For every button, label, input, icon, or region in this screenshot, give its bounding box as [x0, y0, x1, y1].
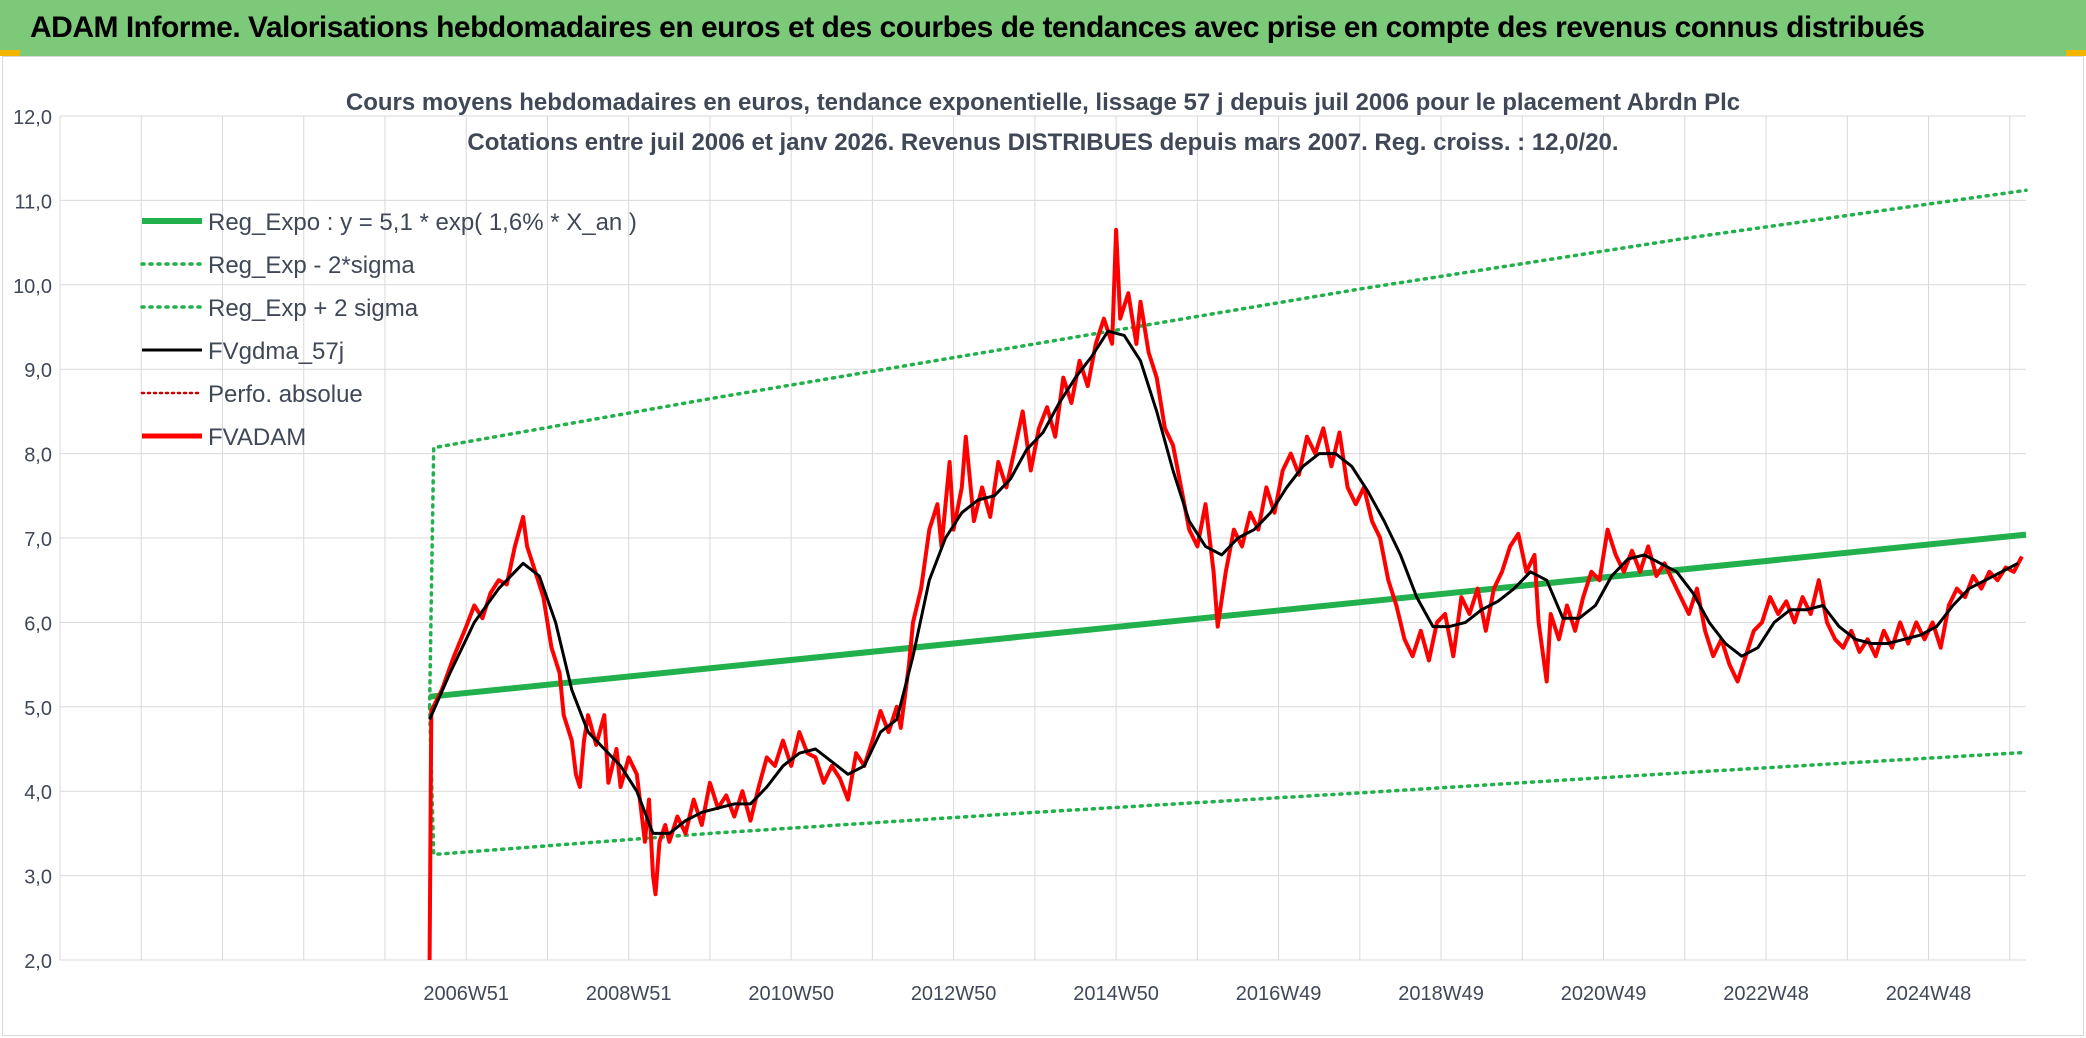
- series-line-sigma_minus: [427, 705, 2028, 857]
- x-tick-label: 2008W51: [586, 983, 672, 1005]
- x-tick-label: 2010W50: [748, 983, 834, 1005]
- legend: Reg_Expo : y = 5,1 * exp( 1,6% * X_an ) R…: [140, 209, 637, 451]
- chart-frame: [2, 56, 2084, 1036]
- y-tick-label: 2,0: [24, 951, 52, 973]
- series-line-sigma_plus: [427, 188, 2028, 709]
- y-tick-label: 3,0: [24, 867, 52, 889]
- x-tick-label: 2018W49: [1398, 983, 1484, 1005]
- series-line-fvadam: [427, 227, 2024, 961]
- report-banner-title: ADAM Informe. Valorisations hebdomadaire…: [30, 11, 1925, 44]
- banner-corner-right: [2066, 50, 2086, 56]
- report-banner: ADAM Informe. Valorisations hebdomadaire…: [0, 0, 2086, 56]
- x-tick-label: 2022W48: [1723, 983, 1809, 1005]
- legend-label-sigma_plus: Reg_Exp + 2 sigma: [208, 295, 419, 322]
- series-layer: [427, 188, 2028, 961]
- x-axis-ticks: 2006W51 2008W51 2010W50 2012W50 2014W50 2016W…: [423, 983, 1971, 1005]
- y-tick-label: 7,0: [24, 529, 52, 551]
- y-tick-label: 8,0: [24, 445, 52, 467]
- legend-label-reg_expo: Reg_Expo : y = 5,1 * exp( 1,6% * X_an ): [208, 209, 637, 236]
- y-tick-label: 6,0: [24, 613, 52, 635]
- legend-label-perfo: Perfo. absolue: [208, 381, 363, 408]
- y-tick-label: 9,0: [24, 360, 52, 382]
- y-tick-label: 10,0: [13, 276, 52, 298]
- legend-label-fvadam: FVADAM: [208, 424, 306, 451]
- y-tick-label: 4,0: [24, 782, 52, 804]
- y-axis-ticks: 2,0 3,0 4,0 5,0 6,0 7,0 8,0 9,0 10,0 11,0 12,0: [13, 107, 52, 973]
- horizontal-gridlines: [60, 115, 2026, 961]
- legend-label-fvgdma: FVgdma_57j: [208, 338, 344, 365]
- x-tick-label: 2014W50: [1073, 983, 1159, 1005]
- legend-label-sigma_minus: Reg_Exp - 2*sigma: [208, 252, 415, 279]
- banner-corner-left: [0, 50, 20, 56]
- y-tick-label: 12,0: [13, 107, 52, 129]
- series-line-fvgdma: [428, 329, 2019, 835]
- y-tick-label: 5,0: [24, 698, 52, 720]
- y-tick-label: 11,0: [15, 191, 52, 213]
- x-tick-label: 2020W49: [1561, 983, 1647, 1005]
- chart-title-line-1: Cours moyens hebdomadaires en euros, ten…: [346, 89, 1740, 116]
- x-tick-label: 2024W48: [1886, 983, 1972, 1005]
- x-tick-label: 2006W51: [423, 983, 509, 1005]
- chart-title-line-2: Cotations entre juil 2006 et janv 2026. …: [467, 129, 1618, 156]
- x-tick-label: 2016W49: [1236, 983, 1322, 1005]
- series-line-reg_expo: [429, 531, 2027, 700]
- x-tick-label: 2012W50: [911, 983, 997, 1005]
- chart-title: Cours moyens hebdomadaires en euros, ten…: [346, 89, 1740, 156]
